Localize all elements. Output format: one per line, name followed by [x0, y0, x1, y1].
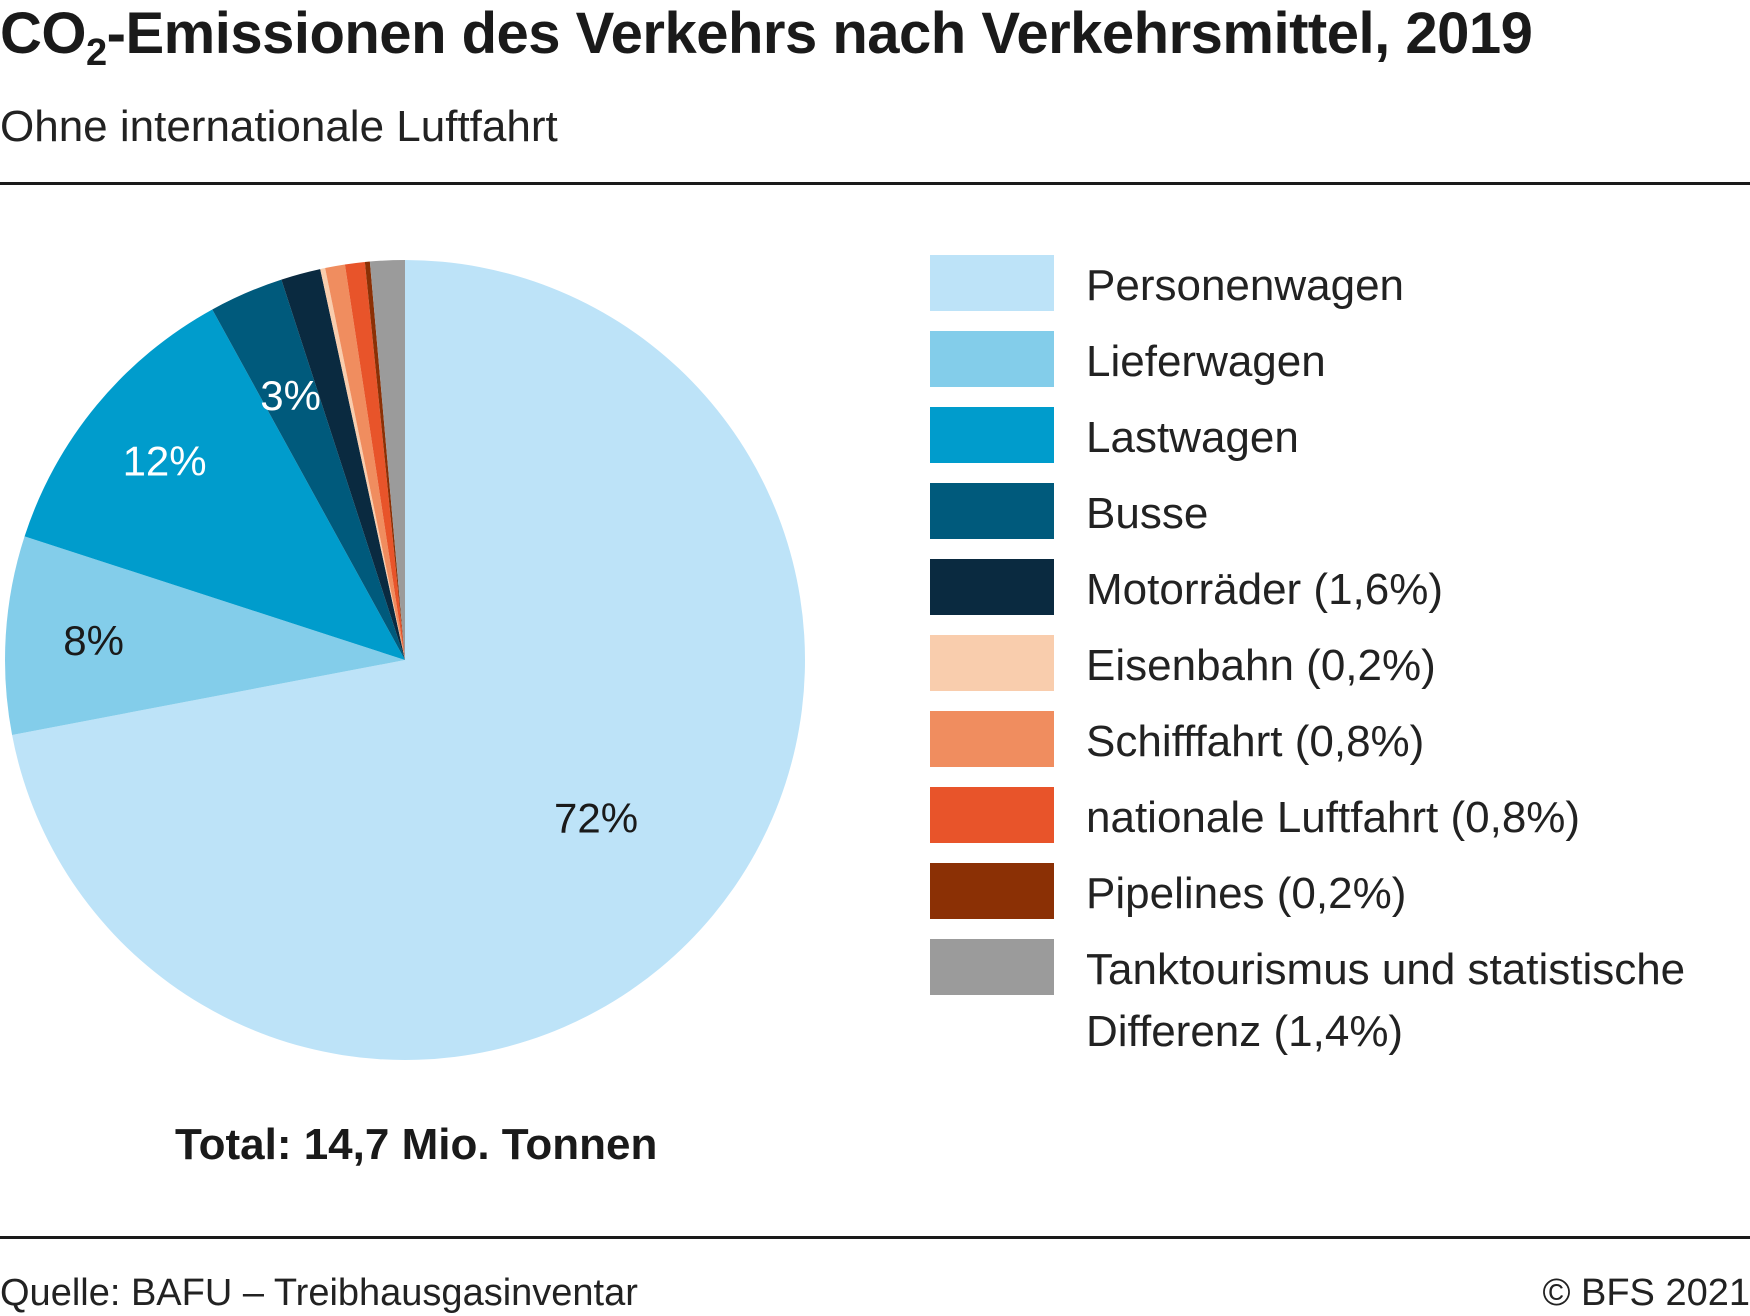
legend-item-0: Personenwagen — [930, 255, 1750, 331]
legend-label-0: Personenwagen — [1086, 261, 1405, 310]
legend-swatch-5 — [930, 635, 1054, 691]
total-label: Total: 14,7 Mio. Tonnen — [175, 1120, 658, 1169]
legend-label-1: Lieferwagen — [1086, 337, 1326, 386]
pie-slice-6 — [325, 264, 405, 660]
legend-label-5: Eisenbahn (0,2%) — [1086, 641, 1436, 690]
pie-slice-label-3: 3% — [260, 372, 321, 419]
pie-slice-8 — [364, 261, 405, 660]
copyright-note: © BFS 2021 — [1542, 1272, 1750, 1314]
pie-slice-3 — [212, 279, 405, 660]
legend-swatch-9 — [930, 939, 1054, 995]
source-note: Quelle: BAFU – Treibhausgasinventar — [0, 1272, 638, 1314]
legend-label-2: Lastwagen — [1086, 413, 1299, 462]
pie-slice-4 — [281, 269, 405, 660]
legend-swatch-3 — [930, 483, 1054, 539]
bottom-divider — [0, 1236, 1750, 1239]
pie-slice-7 — [344, 262, 405, 660]
legend-label-6: Schifffahrt (0,8%) — [1086, 717, 1425, 766]
legend-label-9: Tanktourismus und statistische Differenz… — [1086, 945, 1686, 1056]
pie-slice-label-1: 8% — [63, 617, 124, 664]
legend-item-5: Eisenbahn (0,2%) — [930, 635, 1750, 711]
legend-item-8: Pipelines (0,2%) — [930, 863, 1750, 939]
chart-subtitle: Ohne internationale Luftfahrt — [0, 102, 558, 151]
legend-label-3: Busse — [1086, 489, 1209, 538]
legend-swatch-0 — [930, 255, 1054, 311]
legend-swatch-4 — [930, 559, 1054, 615]
legend-swatch-1 — [930, 331, 1054, 387]
pie-slice-9 — [369, 260, 405, 660]
legend-item-3: Busse — [930, 483, 1750, 559]
legend-item-7: nationale Luftfahrt (0,8%) — [930, 787, 1750, 863]
pie-slice-2 — [24, 309, 405, 660]
legend-swatch-8 — [930, 863, 1054, 919]
legend-item-6: Schifffahrt (0,8%) — [930, 711, 1750, 787]
legend-item-9: Tanktourismus und statistische Differenz… — [930, 939, 1750, 1069]
legend: Personenwagen Lieferwagen Lastwagen Busse Mo… — [930, 255, 1750, 1069]
pie-slice-label-2: 12% — [123, 438, 207, 485]
legend-swatch-7 — [930, 787, 1054, 843]
legend-item-2: Lastwagen — [930, 407, 1750, 483]
pie-slice-5 — [320, 268, 405, 660]
pie-slice-0 — [12, 260, 806, 1060]
legend-swatch-6 — [930, 711, 1054, 767]
pie-slice-1 — [4, 536, 405, 735]
legend-item-1: Lieferwagen — [930, 331, 1750, 407]
legend-swatch-2 — [930, 407, 1054, 463]
legend-item-4: Motorräder (1,6%) — [930, 559, 1750, 635]
legend-label-7: nationale Luftfahrt (0,8%) — [1086, 793, 1581, 842]
top-divider — [0, 182, 1750, 185]
pie-slice-label-0: 72% — [554, 795, 638, 842]
legend-label-4: Motorräder (1,6%) — [1086, 565, 1444, 614]
chart-title: CO2-Emissionen des Verkehrs nach Verkehr… — [0, 1, 1533, 74]
legend-label-8: Pipelines (0,2%) — [1086, 869, 1407, 918]
pie-chart: 72% 8% 12% 3% — [4, 260, 806, 1060]
